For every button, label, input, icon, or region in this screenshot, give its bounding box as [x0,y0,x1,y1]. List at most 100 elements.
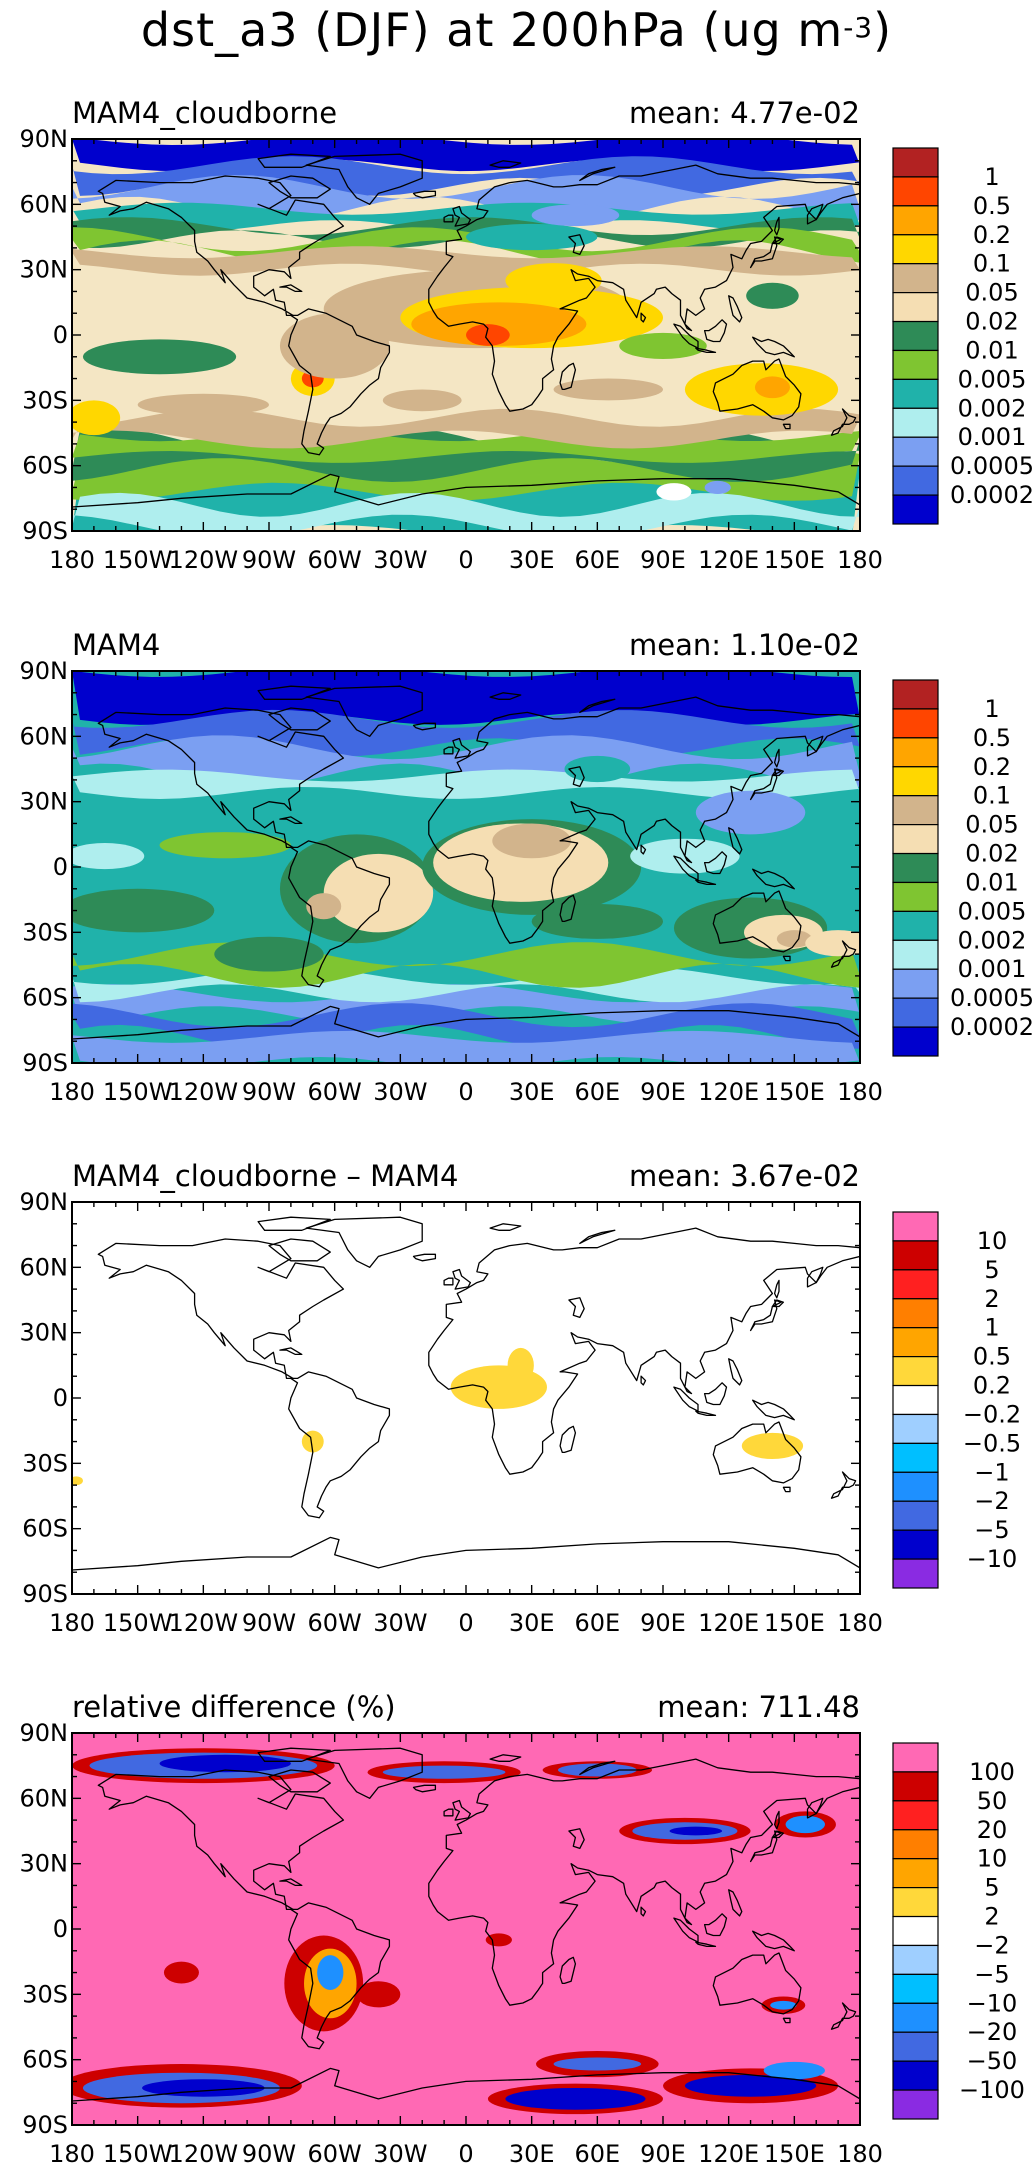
lon-tick-label: 150E [764,1609,825,1637]
colorbar-swatch [892,320,939,352]
lat-tick-label: 30N [20,1319,69,1347]
map-field [72,1733,860,2125]
colorbar-label: 0.1 [973,782,1011,810]
colorbar-swatch [892,292,939,323]
colorbar-swatch [892,205,939,236]
coastline-iceland [412,1784,437,1793]
coastline-borneo [703,1913,728,1937]
colorbar: 10.50.20.10.050.020.010.0050.0020.0010.0… [892,679,1033,1057]
panel-label: MAM4_cloudborne [72,96,337,130]
coastline-iceland [412,190,437,199]
coastline-southAmerica [288,1902,391,2050]
coastline-australia [712,1952,802,2015]
colorbar-label: 0.01 [965,868,1018,896]
lon-tick-label: 120W [169,546,239,574]
coastline-ellesmere [257,685,331,700]
coastline-northAmerica [97,707,345,849]
coastline-novayaZemlya [579,1760,616,1776]
colorbar-swatch [892,378,939,409]
coastline-ellesmere [257,1216,331,1231]
lat-tick-label: 60N [20,1784,69,1812]
map-background [72,1733,860,2125]
coastlines [72,1216,860,1594]
coastline-baffin [268,1238,331,1262]
lat-tick-label: 30N [20,1850,69,1878]
colorbar-swatch [892,1771,939,1802]
lon-tick-label: 30E [509,2140,555,2168]
field-blob [137,393,269,416]
coastline-britain [452,1268,472,1290]
colorbar-label: 50 [977,1787,1008,1815]
field-band [72,492,860,531]
lat-tick-label: 0 [53,853,68,881]
lat-tick-label: 90S [22,2111,68,2139]
field-blob [142,2079,265,2097]
colorbar-swatch [892,1327,939,1358]
panel-label: relative difference (%) [72,1690,396,1724]
colorbar-swatch [892,1384,939,1416]
colorbar-swatch [892,349,939,380]
colorbar-swatch [892,1800,939,1831]
colorbar-swatch [892,881,939,912]
title-close: ) [873,3,893,57]
field-blob [553,378,663,401]
field-blob [301,1430,324,1453]
colorbar-swatch [892,737,939,768]
colorbar-label: 100 [969,1758,1015,1786]
coastline-antarctica [72,1536,860,1594]
colorbar-label: −10 [967,1989,1018,2017]
colorbar-label: 0.2 [973,1372,1011,1400]
colorbar-swatch [892,176,939,207]
colorbar-swatch [892,263,939,294]
lon-tick-label: 150E [764,546,825,574]
coastline-sumatra [673,323,699,349]
coastline-hokkaido [771,1299,785,1308]
coastline-svalbard [489,1754,522,1762]
colorbar-label: 5 [984,1256,999,1284]
lon-tick-label: 30W [373,546,427,574]
coastline-greenland [305,1747,423,1799]
field-blob [382,1765,506,1779]
colorbar-label: 0.2 [973,753,1011,781]
coastline-sriLanka [640,312,647,323]
colorbar-label: 0.05 [965,811,1018,839]
coastline-philippines [728,1358,743,1386]
lon-tick-label: 60W [308,2140,362,2168]
lat-tick-label: 30S [22,386,68,414]
coastline-japan [749,1830,782,1863]
coastline-ireland [443,746,454,755]
field-blob [72,1476,83,1486]
field-blob [72,888,215,933]
figure-title: dst_a3 (DJF) at 200hPa (ug m-3) [0,0,1033,60]
panel-3: MAM4_cloudborne – MAM4 mean: 3.67e-02 90N 6… [20,1159,1022,1637]
field-blob [72,843,145,870]
colorbar-label: 1 [984,1314,999,1342]
coastline-novayaZemlya [579,698,616,714]
lon-tick-label: 150W [103,1609,173,1637]
coastline-sakhalin [773,1279,780,1299]
panel-label: MAM4_cloudborne – MAM4 [72,1159,458,1193]
coastline-newZealand [830,940,857,968]
coastline-svalbard [489,1223,522,1231]
field-blob [382,389,462,412]
field-blob [306,893,342,920]
colorbar-label: 0.5 [973,724,1011,752]
field-blob [505,263,602,298]
colorbar-swatch [892,465,939,496]
coastline-java [695,347,717,354]
colorbar-swatch [892,2002,939,2033]
colorbar-swatch [892,1471,939,1502]
lat-tick-label: 0 [53,321,68,349]
field-blob [411,302,587,346]
colorbar-label: 0.1 [973,250,1011,278]
colorbar-swatch [892,1858,939,1889]
panel-mean: mean: 4.77e-02 [629,96,860,130]
colorbar-swatch [892,1742,939,1773]
lat-tick-label: 60S [22,2046,68,2074]
field-blob [505,2087,646,2110]
lat-tick-label: 30S [22,1980,68,2008]
colorbar-label: 5 [984,1874,999,1902]
colorbar-label: −5 [974,1516,1009,1544]
coastline-novayaZemlya [579,166,616,182]
